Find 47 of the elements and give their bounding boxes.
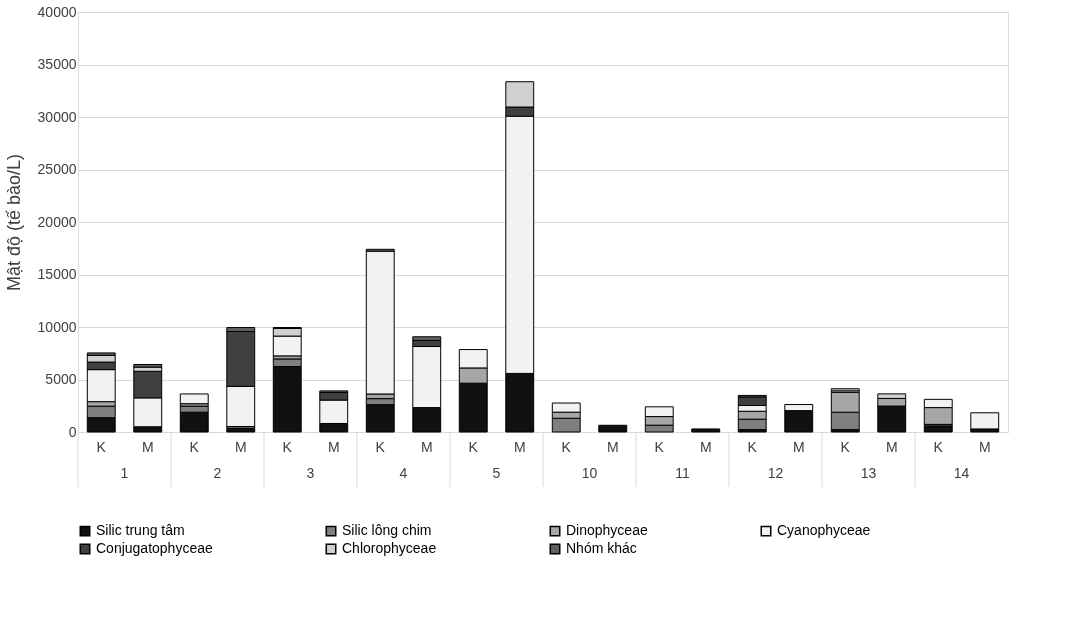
text: 1: [120, 465, 129, 481]
legend-label: Dinophyceae: [566, 522, 648, 539]
text: 4: [399, 465, 408, 481]
x-tick-label: M: [513, 438, 526, 455]
text: 12: [767, 465, 784, 481]
x-tick-label: K: [468, 438, 479, 455]
legend-label: Nhóm khác: [566, 540, 637, 556]
x-tick-label: K: [96, 438, 107, 455]
x-tick-label: M: [792, 438, 805, 455]
x-tick-label: M: [978, 438, 991, 455]
y-tick-label: 0: [68, 423, 77, 440]
x-tick-label: K: [189, 438, 200, 455]
x-tick-label: M: [885, 438, 898, 455]
text: 13: [860, 465, 877, 481]
x-tick-label: K: [561, 438, 572, 455]
x-tick-label: M: [234, 438, 247, 455]
x-tick-label: M: [141, 438, 154, 455]
x-tick-label: K: [282, 438, 293, 455]
text: 10: [581, 465, 598, 481]
x-tick-label: K: [375, 438, 386, 455]
legend-label: Cyanophyceae: [777, 522, 871, 539]
y-tick-label: 25000: [37, 161, 77, 177]
x-tick-label: K: [840, 438, 851, 455]
y-tick-label: 15000: [37, 266, 77, 282]
y-tick-label: 30000: [37, 108, 77, 125]
text: 3: [306, 465, 315, 481]
x-tick-label: K: [933, 438, 944, 455]
x-tick-label: K: [747, 438, 758, 455]
legend-label: Silic lông chim: [342, 522, 432, 539]
y-tick-label: 5000: [45, 371, 77, 387]
y-tick-label: 10000: [37, 318, 77, 335]
x-tick-label: M: [420, 438, 433, 455]
x-tick-label: M: [699, 438, 712, 455]
legend-label: Conjugatophyceae: [96, 540, 213, 556]
text: 11: [675, 465, 690, 481]
text: 5: [492, 465, 501, 481]
text: 2: [213, 465, 222, 481]
legend-label: Chlorophyceae: [342, 540, 437, 556]
x-tick-label: M: [327, 438, 340, 455]
y-tick-label: 20000: [37, 213, 77, 230]
legend-label: Silic trung tâm: [96, 522, 185, 539]
y-tick-label: 40000: [37, 3, 77, 20]
x-tick-label: K: [654, 438, 665, 455]
y-tick-label: 35000: [37, 56, 77, 72]
x-tick-label: M: [606, 438, 619, 455]
text: 14: [953, 465, 970, 481]
y-axis-title: Mật độ (tế bào/L): [3, 153, 24, 292]
